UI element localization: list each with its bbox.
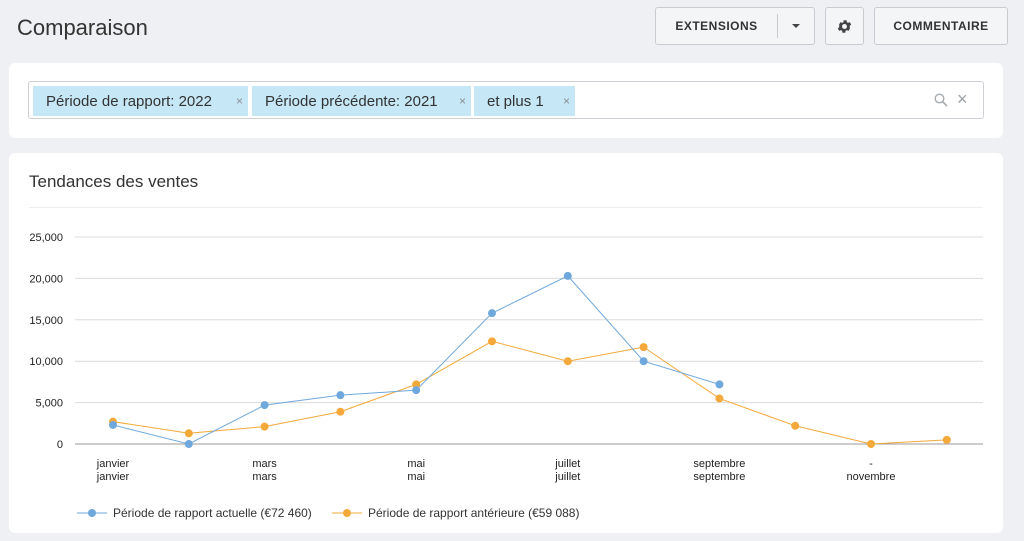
legend-item-current[interactable]: Période de rapport actuelle (€72 460) xyxy=(77,506,312,520)
data-point-previous[interactable] xyxy=(184,429,193,438)
y-tick-label: 0 xyxy=(57,439,63,451)
legend-marker xyxy=(343,509,351,517)
extensions-button[interactable]: EXTENSIONS xyxy=(655,7,815,45)
chart-divider xyxy=(29,207,983,208)
filter-chip-report-period[interactable]: Période de rapport: 2022 × xyxy=(33,86,248,116)
x-tick-label: mai xyxy=(407,471,425,483)
x-tick-label: septembre xyxy=(693,471,745,483)
comment-button[interactable]: COMMENTAIRE xyxy=(874,7,1008,45)
chip-label: Période précédente: 2021 xyxy=(265,92,438,110)
data-point-current[interactable] xyxy=(412,386,421,395)
caret-down-icon xyxy=(792,24,800,28)
data-point-previous[interactable] xyxy=(867,440,875,448)
series-line-previous xyxy=(112,340,947,445)
settings-button[interactable] xyxy=(825,7,864,45)
sales-trend-chart: 0 5,000 10,000 15,000 20,000 25,000 janvierja… xyxy=(29,232,983,520)
data-point-previous[interactable] xyxy=(412,380,421,389)
data-point-previous[interactable] xyxy=(488,337,496,346)
y-tick-label: 5,000 xyxy=(35,398,63,410)
legend-label: Période de rapport antérieure (€59 088) xyxy=(368,506,579,520)
remove-chip-icon[interactable]: × xyxy=(235,94,243,108)
filter-chip-more[interactable]: et plus 1 × xyxy=(474,86,575,116)
extensions-label: EXTENSIONS xyxy=(675,19,758,33)
clear-filters-icon[interactable]: × xyxy=(957,89,968,109)
remove-chip-icon[interactable]: × xyxy=(562,94,570,108)
x-tick-label: mai xyxy=(407,458,425,470)
gear-icon xyxy=(837,19,852,33)
data-point-previous[interactable] xyxy=(563,357,572,366)
extensions-dropdown-toggle[interactable] xyxy=(778,24,814,28)
x-tick-label: septembre xyxy=(693,458,745,470)
x-tick-label: juillet xyxy=(554,458,580,470)
legend-label: Période de rapport actuelle (€72 460) xyxy=(113,506,312,520)
page-title: Comparaison xyxy=(17,15,148,40)
data-point-previous[interactable] xyxy=(336,407,345,416)
data-point-current[interactable] xyxy=(639,357,648,366)
filter-panel: Période de rapport: 2022 × Période précé… xyxy=(9,63,1003,138)
data-point-previous[interactable] xyxy=(639,343,648,352)
x-tick-label: janvier xyxy=(96,471,130,483)
y-tick-label: 20,000 xyxy=(29,273,63,285)
chip-label: Période de rapport: 2022 xyxy=(46,92,212,110)
search-icon[interactable] xyxy=(934,93,948,107)
x-tick-label: mars xyxy=(252,471,277,483)
data-point-previous[interactable] xyxy=(715,394,724,403)
x-tick-label: novembre xyxy=(847,471,896,483)
remove-chip-icon[interactable]: × xyxy=(458,94,466,108)
x-tick-label: janvier xyxy=(96,458,130,470)
button-divider xyxy=(777,14,778,38)
filter-input[interactable]: Période de rapport: 2022 × Période précé… xyxy=(28,81,984,119)
data-point-previous[interactable] xyxy=(942,435,951,444)
data-point-current[interactable] xyxy=(715,380,724,389)
legend-item-previous[interactable]: Période de rapport antérieure (€59 088) xyxy=(332,506,579,520)
data-point-current[interactable] xyxy=(184,440,193,448)
data-point-current[interactable] xyxy=(488,309,496,318)
filter-chip-previous-period[interactable]: Période précédente: 2021 × xyxy=(252,86,471,116)
x-tick-label: juillet xyxy=(554,471,580,483)
data-point-current[interactable] xyxy=(336,391,345,400)
chip-label: et plus 1 xyxy=(487,92,544,110)
data-point-current[interactable] xyxy=(109,420,117,429)
y-tick-label: 10,000 xyxy=(29,356,63,368)
data-point-previous[interactable] xyxy=(791,421,800,430)
x-tick-label: - xyxy=(869,458,873,470)
chart-title: Tendances des ventes xyxy=(29,172,199,191)
y-tick-label: 15,000 xyxy=(29,315,63,327)
data-point-previous[interactable] xyxy=(260,422,269,431)
sales-trends-panel: Tendances des ventes 0 5,000 10,000 15,000 2… xyxy=(9,153,1003,533)
legend-marker xyxy=(88,509,96,517)
y-tick-label: 25,000 xyxy=(29,232,63,244)
data-point-current[interactable] xyxy=(260,401,269,410)
data-point-current[interactable] xyxy=(563,271,572,280)
series-line-current xyxy=(112,275,720,445)
x-tick-label: mars xyxy=(252,458,277,470)
